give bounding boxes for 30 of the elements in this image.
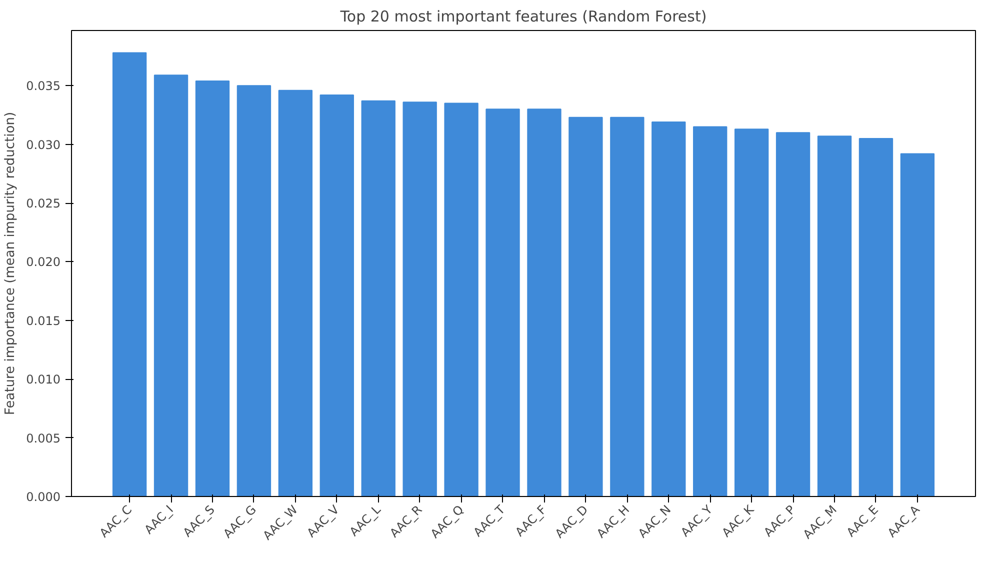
bar — [527, 108, 562, 496]
y-tick-label: 0.000 — [26, 490, 61, 504]
y-tick-label: 0.025 — [26, 196, 61, 211]
chart-title: Top 20 most important features (Random Forest) — [339, 8, 707, 26]
bar — [402, 102, 437, 496]
bar — [236, 85, 272, 496]
bar — [652, 122, 686, 496]
y-axis-title: Feature importance (mean impurity reduction) — [3, 112, 18, 416]
bar — [278, 90, 313, 496]
bar — [568, 116, 603, 496]
y-tick-label: 0.020 — [26, 255, 61, 270]
bar — [320, 94, 354, 496]
bar — [112, 52, 147, 496]
bar — [444, 102, 478, 496]
bar — [776, 132, 810, 496]
bar — [817, 136, 852, 496]
bar — [486, 108, 520, 496]
bar — [900, 153, 935, 496]
y-tick-label: 0.030 — [26, 138, 61, 152]
bar — [693, 126, 728, 496]
bar — [195, 80, 230, 496]
y-tick-label: 0.015 — [26, 314, 61, 328]
bar — [858, 138, 894, 496]
y-tick-label: 0.005 — [26, 431, 61, 446]
bar — [734, 128, 769, 496]
y-tick-label: 0.035 — [26, 79, 61, 94]
bar — [610, 116, 644, 496]
bar — [154, 74, 188, 496]
bar — [361, 100, 396, 496]
y-tick-label: 0.010 — [26, 372, 61, 387]
